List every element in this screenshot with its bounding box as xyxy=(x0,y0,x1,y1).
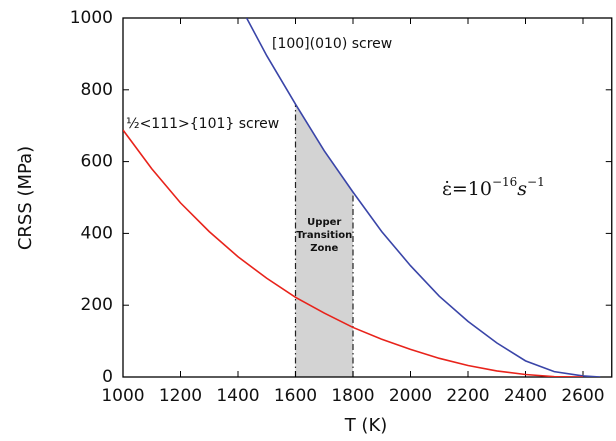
x-tick-label: 1800 xyxy=(331,386,374,406)
y-tick-label: 200 xyxy=(81,295,113,315)
series-label: [100](010) screw xyxy=(272,36,392,52)
rate-part: s xyxy=(517,178,527,200)
y-tick-label: 800 xyxy=(81,80,113,100)
rate-part: −16 xyxy=(492,175,517,189)
y-tick-label: 0 xyxy=(102,367,113,387)
y-axis-title: CRSS (MPa) xyxy=(15,146,36,250)
x-tick-label: 2200 xyxy=(446,386,489,406)
rate-annotation: ε̇=10−16s−1 xyxy=(442,175,545,201)
x-tick-label: 2400 xyxy=(504,386,547,406)
x-tick-label: 1600 xyxy=(274,386,317,406)
line xyxy=(245,18,601,377)
plot-frame xyxy=(122,17,613,378)
x-tick-label: 1200 xyxy=(159,386,202,406)
zone-label: Zone xyxy=(310,243,338,254)
line xyxy=(123,129,584,377)
zone-label: Transition xyxy=(296,230,352,241)
x-tick-label: 2000 xyxy=(389,386,432,406)
rate-part: −1 xyxy=(527,175,545,189)
y-tick-label: 1000 xyxy=(70,8,113,28)
y-tick-label: 600 xyxy=(81,152,113,172)
x-tick-label: 1400 xyxy=(216,386,259,406)
series-label: ½<111>{101} screw xyxy=(126,116,279,132)
x-tick-label: 2600 xyxy=(561,386,604,406)
rate-part: ε̇=10 xyxy=(442,178,492,200)
x-tick-label: 1000 xyxy=(101,386,144,406)
x-axis-title: T (K) xyxy=(344,415,388,436)
zone-label: Upper xyxy=(307,217,341,228)
y-tick-label: 400 xyxy=(81,223,113,243)
